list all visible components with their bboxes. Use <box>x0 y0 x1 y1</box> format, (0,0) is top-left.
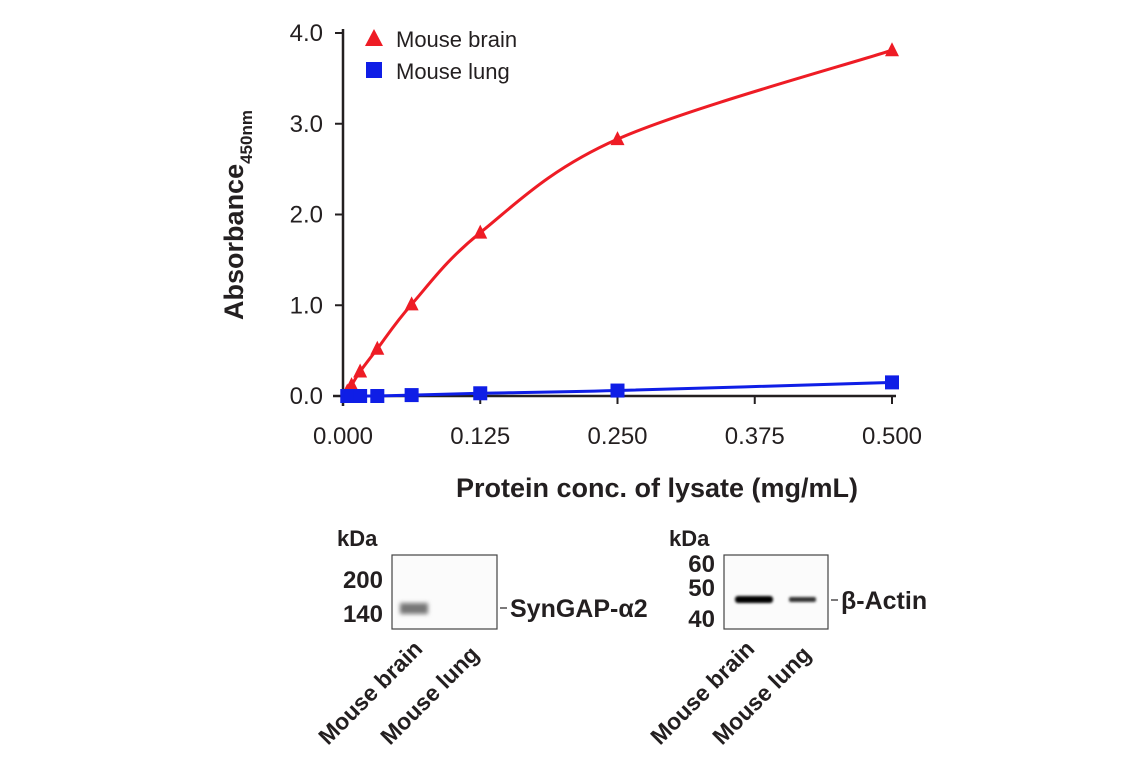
western-blot-actin: kDa 60 50 40 β-Actin Mouse brain Mouse l… <box>645 526 927 750</box>
mw-marker-140: 140 <box>343 601 383 628</box>
point-mouse-lung <box>610 383 625 398</box>
mw-marker-200: 200 <box>343 567 383 594</box>
x-tick-label: 0.125 <box>450 423 510 450</box>
y-tick-label: 1.0 <box>290 292 323 319</box>
point-mouse-lung <box>404 388 419 403</box>
legend-square-marker <box>366 62 382 78</box>
curve-mouse-brain <box>341 48 893 398</box>
x-tick-label: 0.500 <box>862 423 922 450</box>
legend-label-mouse-lung: Mouse lung <box>396 59 510 84</box>
y-tick-label: 3.0 <box>290 111 323 138</box>
legend-triangle-marker <box>365 29 383 46</box>
point-mouse-lung <box>370 389 385 403</box>
point-mouse-brain <box>885 42 899 57</box>
y-tick-label: 0.0 <box>290 383 323 410</box>
point-mouse-lung <box>353 389 368 403</box>
blot-panel <box>391 554 498 630</box>
legend: Mouse brain Mouse lung <box>365 27 517 84</box>
x-tick-label: 0.375 <box>725 423 785 450</box>
mw-marker-60: 60 <box>688 551 715 578</box>
point-mouse-brain <box>610 131 625 146</box>
band-mouse-brain <box>735 596 773 603</box>
point-mouse-lung <box>885 375 899 390</box>
x-tick-label: 0.250 <box>587 423 647 450</box>
elisa-chart: 0.0 1.0 2.0 3.0 4.0 0.000 0.125 0.250 0.375 0.500… <box>219 20 922 503</box>
point-mouse-brain <box>404 296 419 311</box>
point-mouse-lung <box>473 386 488 401</box>
blot-panel <box>723 554 829 630</box>
y-axis-label: Absorbance450nm <box>219 110 256 320</box>
markers <box>340 42 899 403</box>
y-tick-label: 4.0 <box>290 20 323 47</box>
kda-label: kDa <box>337 526 378 551</box>
curves <box>341 48 893 398</box>
mw-marker-40: 40 <box>688 606 715 633</box>
legend-label-mouse-brain: Mouse brain <box>396 27 517 52</box>
x-tick-label: 0.000 <box>313 423 373 450</box>
band-mouse-brain <box>400 603 428 614</box>
point-mouse-brain <box>473 224 488 239</box>
band-mouse-lung <box>789 597 816 602</box>
mw-marker-50: 50 <box>688 575 715 602</box>
kda-label: kDa <box>669 526 710 551</box>
point-mouse-brain <box>344 377 359 392</box>
point-mouse-brain <box>353 363 368 378</box>
point-mouse-brain <box>370 340 385 355</box>
target-label: β-Actin <box>841 587 927 615</box>
y-tick-label: 2.0 <box>290 202 323 229</box>
target-label: SynGAP-α2 <box>510 595 648 623</box>
western-blot-syngap: kDa 200 140 SynGAP-α2 Mouse brain Mouse … <box>313 526 647 750</box>
x-axis-label: Protein conc. of lysate (mg/mL) <box>456 473 858 503</box>
